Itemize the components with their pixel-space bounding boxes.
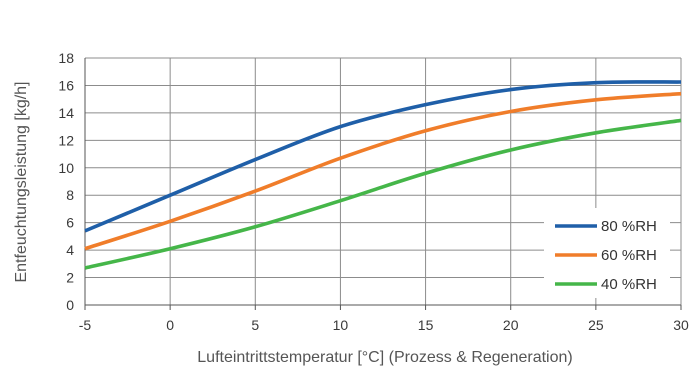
x-tick-label: 15 [418,317,434,333]
series-lines [84,80,682,270]
y-tick-label: 14 [58,105,74,121]
legend-label-80: 80 %RH [601,218,657,235]
y-tick-label: 2 [66,270,74,286]
series-line-60rh [84,91,682,251]
y-tick-label: 18 [58,50,74,66]
x-tick-label: 10 [333,317,349,333]
x-tick-label: 20 [503,317,519,333]
y-tick-label: 6 [66,215,74,231]
legend-label-60: 60 %RH [601,247,657,264]
y-tick-label: 0 [66,297,74,313]
y-tick-label: 4 [66,242,74,258]
y-axis-title: Entfeuchtungsleistung [kg/h] [13,81,30,282]
y-tick-label: 12 [58,132,74,148]
x-tick-label: 25 [588,317,604,333]
y-tick-label: 8 [66,187,74,203]
series-line-80rh [84,80,682,233]
grid-lines [85,57,682,305]
legend: 80 %RH 60 %RH 40 %RH [544,208,670,298]
legend-label-40: 40 %RH [601,276,657,293]
x-tick-label: -5 [79,317,92,333]
x-tick-label: 30 [673,317,689,333]
x-tick-label: 5 [251,317,259,333]
series-line-40rh [84,118,682,270]
x-axis-title: Lufteintrittstemperatur [°C] (Prozess & … [197,349,572,366]
y-tick-label: 10 [58,160,74,176]
x-tick-label: 0 [166,317,174,333]
tick-labels: 0 2 4 6 8 10 12 14 16 18 -5 0 5 10 15 20 25 30 [58,50,689,333]
axes [84,58,682,310]
y-tick-label: 16 [58,77,74,93]
